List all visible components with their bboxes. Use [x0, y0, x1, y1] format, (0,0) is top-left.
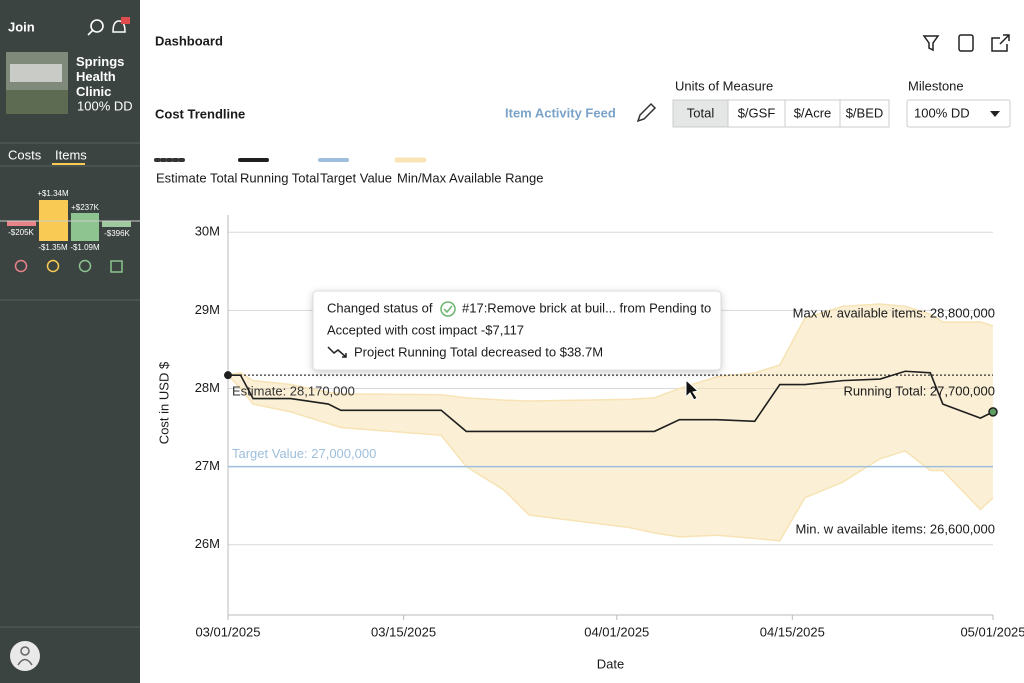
project-milestone: 100% DD	[77, 98, 133, 113]
status-icon[interactable]	[46, 259, 60, 273]
tab-underline	[52, 163, 85, 165]
bell-icon[interactable]	[112, 17, 130, 33]
edit-icon[interactable]	[636, 102, 657, 123]
section-title: Cost Trendline	[155, 106, 245, 121]
select-caret	[990, 111, 1000, 117]
page-title: Dashboard	[155, 33, 223, 48]
legend-label: Min/Max Available Range	[397, 170, 543, 185]
range-lower-label: Min. w available items: 26,600,000	[796, 521, 995, 536]
unit-label: $/BED	[846, 105, 884, 120]
tab[interactable]: Items	[55, 147, 87, 162]
mini-label: -$1.35M	[38, 243, 68, 252]
search-icon[interactable]	[87, 19, 104, 36]
unit-button[interactable]	[727, 99, 786, 128]
mini-label: -$1.09M	[70, 243, 100, 252]
status-icon[interactable]	[110, 260, 123, 273]
legend: Estimate Total Running Total Target Value M…	[154, 157, 543, 185]
project-image-building	[10, 64, 62, 82]
x-tick-label: 04/15/2025	[760, 624, 825, 639]
select-box[interactable]	[906, 99, 1011, 128]
y-tick-label: 26M	[195, 536, 220, 551]
mini-bar	[7, 221, 36, 226]
range-upper-label: Max w. available items: 28,800,000	[793, 305, 995, 320]
brand: Join	[8, 19, 35, 34]
filter-icon[interactable]	[922, 35, 940, 52]
unit-label: Total	[687, 105, 715, 120]
tab[interactable]: Costs	[8, 147, 42, 162]
reference-label: Estimate: 28,170,000	[232, 384, 355, 399]
mini-label: -$396K	[104, 229, 130, 238]
tooltip: Changed status of #17:Remove brick at bu…	[312, 290, 722, 371]
legend-label: Running Total	[240, 170, 319, 185]
tooltip-text: #17:Remove brick at buil... from Pending…	[462, 300, 711, 315]
trend-down-icon	[327, 346, 347, 358]
y-tick-label: 30M	[195, 224, 220, 239]
legend-label: Target Value	[320, 170, 392, 185]
series-end-label: Running Total: 27,700,000	[843, 383, 995, 398]
tooltip-box	[312, 290, 722, 371]
running-total-line	[228, 370, 994, 433]
units-toggle: Total $/GSF $/Acre $/BED	[672, 99, 890, 128]
start-point	[224, 371, 232, 380]
tooltip-text: Changed status of	[327, 300, 433, 315]
range-lower	[227, 374, 994, 542]
tooltip-text: Accepted with cost impact -$7,117	[327, 322, 524, 337]
tooltip-text: Project Running Total decreased to $38.7…	[354, 344, 603, 359]
avatar-glyph	[17, 658, 33, 666]
unit-label: $/GSF	[738, 105, 776, 120]
report-icon[interactable]	[958, 34, 974, 52]
check-icon	[440, 301, 456, 317]
mini-bar	[71, 213, 99, 241]
range-upper	[227, 303, 994, 402]
x-tick-label: 04/01/2025	[584, 624, 649, 639]
status-icon[interactable]	[14, 259, 28, 273]
y-tick-label: 27M	[195, 458, 220, 473]
range-area	[228, 304, 993, 541]
y-tick-label: 29M	[195, 302, 220, 317]
y-axis-label: Cost in USD $	[156, 361, 171, 444]
avatar[interactable]	[10, 641, 40, 671]
mini-label: -$205K	[8, 228, 34, 237]
units-label: Units of Measure	[675, 78, 773, 93]
unit-label: $/Acre	[794, 105, 832, 120]
project-name: Springs Health Clinic	[76, 54, 125, 99]
select-value: 100% DD	[914, 105, 970, 120]
x-axis-label: Date	[597, 656, 624, 671]
project-image-ground	[6, 90, 68, 114]
end-point	[988, 407, 998, 417]
sidebar: Join Springs Health Clinic 100% DD Costs…	[0, 0, 140, 683]
reference-label: Target Value: 27,000,000	[232, 446, 376, 461]
legend-label: Estimate Total	[156, 170, 238, 185]
chart: 26M 27M 28M 29M 30M 03/01/2025 03/15/2025 04/01…	[156, 215, 1024, 671]
y-tick-label: 28M	[195, 380, 220, 395]
project-name-box: Springs Health Clinic	[76, 54, 125, 99]
x-tick-label: 05/01/2025	[960, 624, 1024, 639]
mini-label: +$237K	[71, 203, 99, 212]
cursor	[685, 378, 700, 401]
x-tick-label: 03/01/2025	[195, 624, 260, 639]
check-icon	[443, 305, 453, 314]
milestone-label: Milestone	[908, 78, 964, 93]
status-icon[interactable]	[78, 259, 92, 273]
mini-label: +$1.34M	[37, 189, 69, 198]
activity-link[interactable]: Item Activity Feed	[505, 105, 616, 120]
unit-button[interactable]	[839, 99, 890, 128]
x-tick-label: 03/15/2025	[371, 624, 436, 639]
milestone-select[interactable]: 100% DD	[906, 99, 1011, 128]
mini-bar	[102, 221, 131, 227]
avatar-glyph	[20, 646, 30, 656]
unit-button[interactable]	[784, 99, 841, 128]
export-icon[interactable]	[991, 34, 1010, 52]
